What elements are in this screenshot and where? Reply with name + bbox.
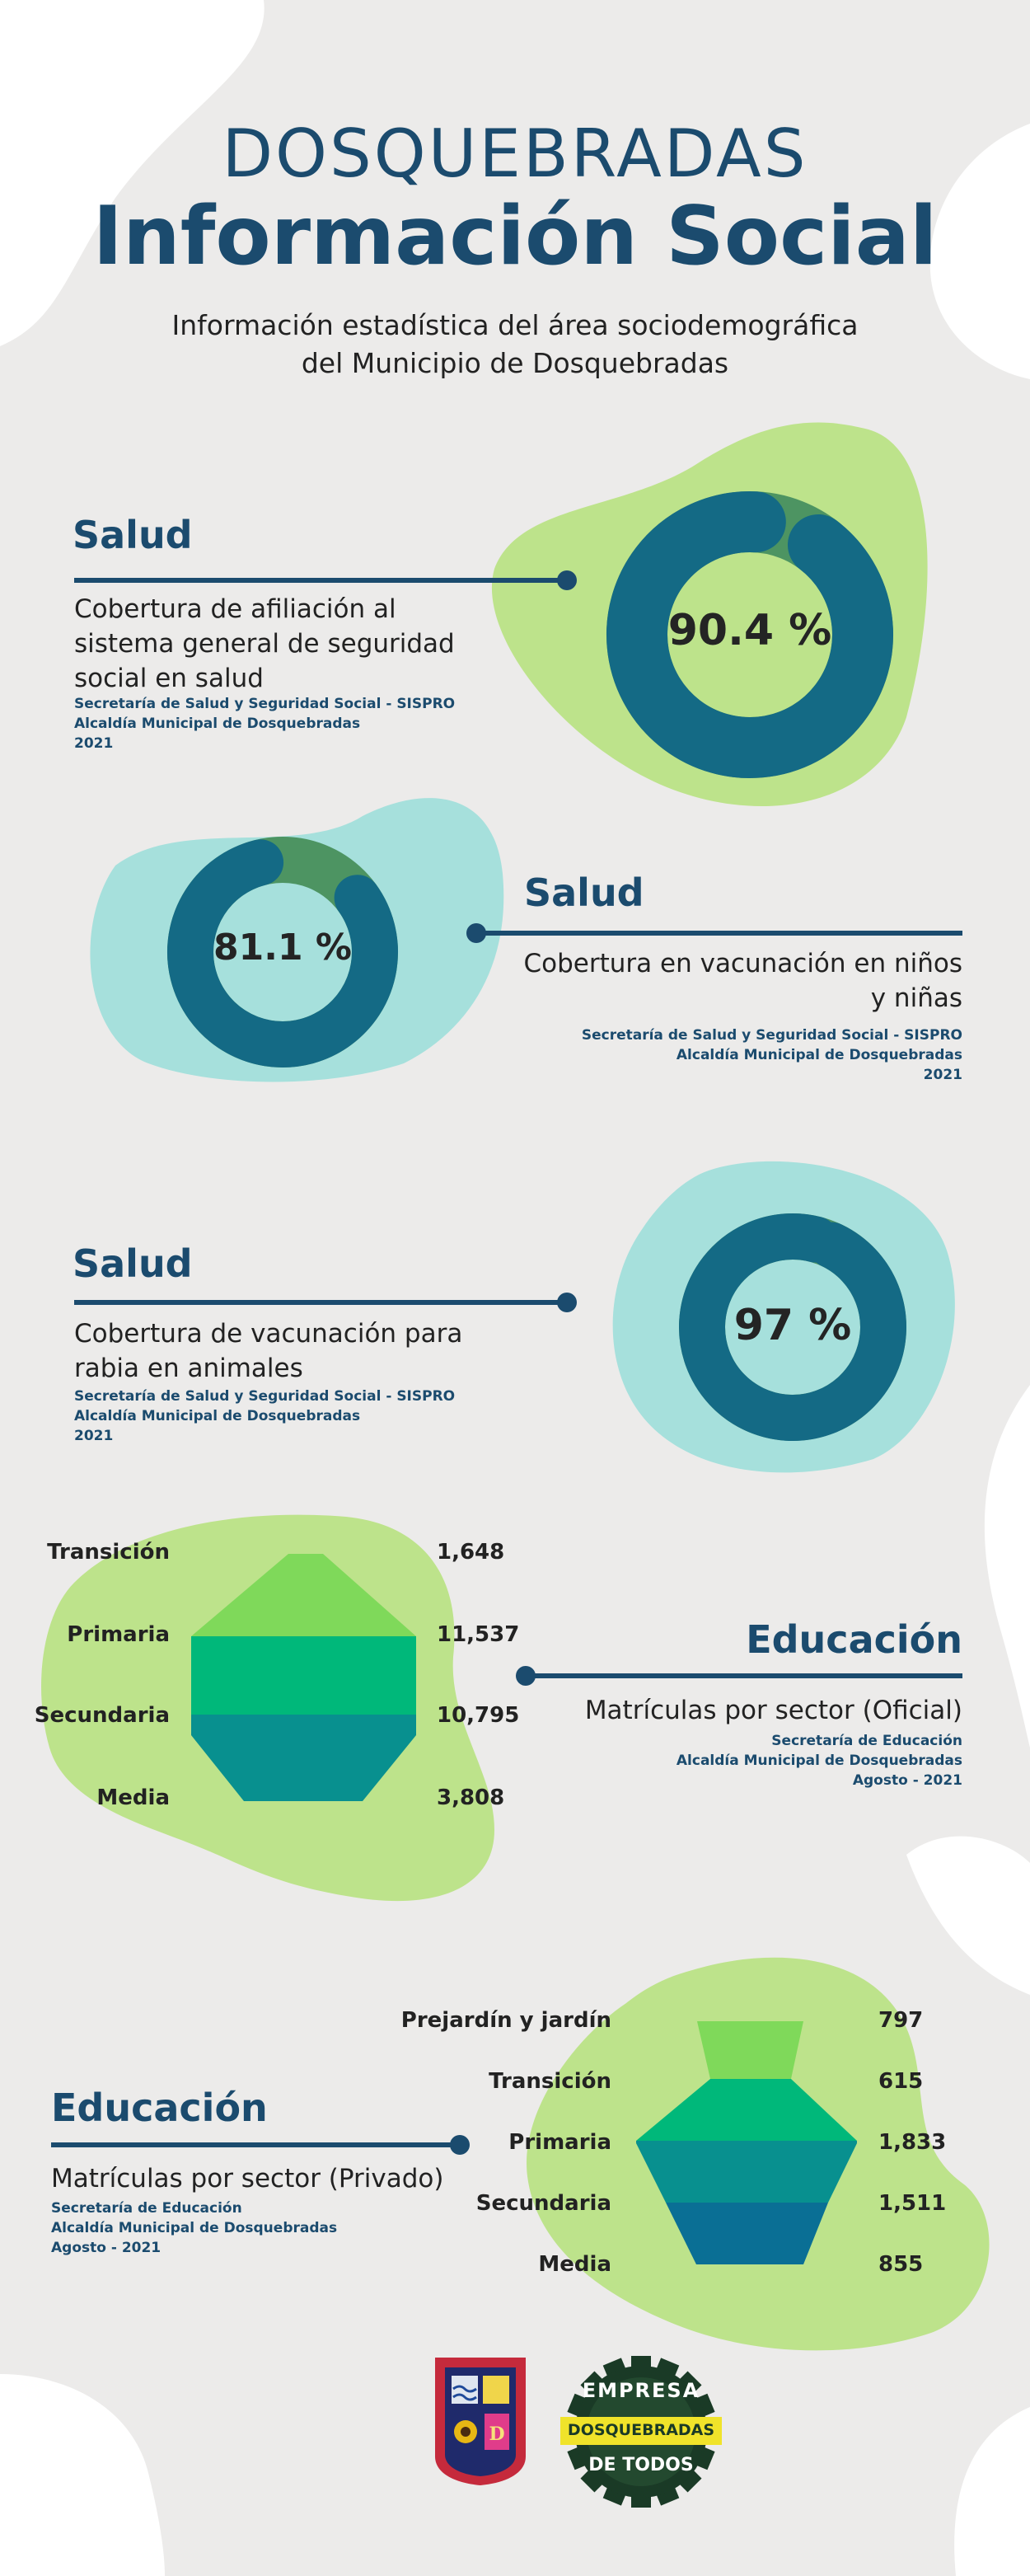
salud-1-desc-line: sistema general de seguridad <box>74 629 455 659</box>
source-line: Agosto - 2021 <box>51 2240 162 2256</box>
pyramid-privado-transicion <box>636 2079 857 2141</box>
connector-dot-edu-privado <box>450 2135 470 2155</box>
svg-text:D: D <box>489 2424 504 2445</box>
edu-oficial-source: Secretaría de Educación Alcaldía Municip… <box>577 1731 962 1790</box>
edu-oficial-row-label: Transición <box>47 1540 170 1565</box>
donut-1-arc <box>606 491 893 778</box>
donut-2-value: 81.1 % <box>213 927 352 969</box>
edu-privado-row-value: 855 <box>878 2252 924 2277</box>
connector-dot-salud-2 <box>466 923 486 943</box>
salud-1-desc-line: Cobertura de afiliación al <box>74 594 396 624</box>
gear-logo-band-text: DOSQUEBRADAS <box>567 2421 715 2439</box>
edu-privado-title: Educación <box>51 2086 268 2130</box>
pyramid-oficial-transicion <box>191 1554 416 1636</box>
edu-privado-row-value: 797 <box>878 2008 924 2033</box>
edu-oficial-description: Matrículas por sector (Oficial) <box>584 1696 962 1725</box>
edu-privado-description: Matrículas por sector (Privado) <box>51 2164 444 2194</box>
page-title-line2: Información Social <box>92 190 938 284</box>
salud-3-desc-line: Cobertura de vacunación para <box>74 1319 463 1349</box>
pyramid-oficial-primaria <box>191 1636 416 1715</box>
bg-white-blob-bottom-right <box>954 2407 1030 2576</box>
salud-2-title: Salud <box>524 870 644 915</box>
pyramid-privado <box>636 2021 857 2264</box>
source-line: Secretaría de Salud y Seguridad Social -… <box>74 696 456 712</box>
donut-3-value: 97 % <box>733 1301 852 1350</box>
pyramid-oficial-secundaria <box>191 1715 416 1801</box>
salud-3-source: Secretaría de Salud y Seguridad Social -… <box>74 1387 455 1446</box>
pyramid-privado-primaria <box>636 2141 857 2203</box>
edu-oficial-row-label: Secundaria <box>34 1703 170 1728</box>
salud-2-source: Secretaría de Salud y Seguridad Social -… <box>494 1025 962 1085</box>
salud-2-desc-line: y niñas <box>870 983 962 1013</box>
edu-privado-row-value: 1,511 <box>878 2191 947 2216</box>
salud-1-title: Salud <box>73 513 193 557</box>
edu-oficial-row-value: 3,808 <box>437 1785 505 1810</box>
source-line: 2021 <box>74 735 114 752</box>
salud-3-description: Cobertura de vacunación para rabia en an… <box>74 1316 536 1386</box>
edu-oficial-title: Educación <box>746 1617 962 1662</box>
source-line: 2021 <box>74 1428 114 1444</box>
edu-privado-source: Secretaría de Educación Alcaldía Municip… <box>51 2198 337 2258</box>
subtitle-line1: Información estadística del área sociode… <box>171 309 859 341</box>
pyramid-privado-secundaria <box>666 2203 828 2264</box>
source-line: Secretaría de Salud y Seguridad Social -… <box>74 1388 456 1405</box>
pyramid-privado-prejardin <box>697 2021 803 2079</box>
edu-oficial-row-label: Media <box>96 1785 170 1810</box>
edu-privado-row-value: 615 <box>878 2069 924 2094</box>
connector-dot-edu-oficial <box>516 1666 536 1686</box>
source-line: Secretaría de Salud y Seguridad Social -… <box>581 1027 962 1044</box>
bg-white-blob-edu-right <box>906 1836 1030 1995</box>
salud-1-description: Cobertura de afiliación al sistema gener… <box>74 592 503 696</box>
edu-privado-row-label: Prejardín y jardín <box>400 2008 611 2033</box>
connector-dot-salud-3 <box>557 1293 577 1312</box>
bg-white-blob-right-mid <box>984 1385 1030 1748</box>
donut-chart-3 <box>679 1213 906 1441</box>
source-line: Alcaldía Municipal de Dosquebradas <box>74 716 361 732</box>
salud-1-source: Secretaría de Salud y Seguridad Social -… <box>74 694 455 753</box>
salud-2-desc-line: Cobertura en vacunación en niños <box>523 949 962 978</box>
source-line: 2021 <box>923 1067 962 1083</box>
dosquebradas-shield-logo: D <box>435 2358 526 2485</box>
donut-2-arc <box>167 837 398 1067</box>
bg-white-blob-top-left <box>0 0 265 346</box>
page-title-line1: DOSQUEBRADAS <box>222 115 808 192</box>
edu-privado-row-label: Transición <box>489 2069 611 2094</box>
source-line: Secretaría de Educación <box>51 2200 242 2217</box>
edu-privado-row-label: Secundaria <box>475 2191 611 2216</box>
edu-oficial-row-label: Primaria <box>67 1622 170 1647</box>
gear-logo-bottom-text: DE TODOS <box>588 2455 694 2475</box>
salud-3-desc-line: rabia en animales <box>74 1354 303 1383</box>
edu-oficial-row-value: 10,795 <box>437 1703 520 1728</box>
page-subtitle: Información estadística del área sociode… <box>124 307 906 382</box>
subtitle-line2: del Municipio de Dosquebradas <box>301 347 729 379</box>
source-line: Alcaldía Municipal de Dosquebradas <box>51 2220 338 2236</box>
pyramid-oficial <box>191 1554 416 1801</box>
source-line: Alcaldía Municipal de Dosquebradas <box>676 1047 962 1063</box>
donut-3-arc <box>679 1213 906 1441</box>
source-line: Secretaría de Educación <box>771 1733 962 1749</box>
donut-1-value: 90.4 % <box>667 606 832 655</box>
source-line: Alcaldía Municipal de Dosquebradas <box>676 1753 962 1769</box>
salud-1-desc-line: social en salud <box>74 664 264 693</box>
edu-oficial-row-value: 1,648 <box>437 1540 505 1565</box>
gear-logo-top-text: EMPRESA <box>582 2379 700 2402</box>
donut-chart-1 <box>606 491 893 778</box>
bg-white-blob-bottom-left <box>0 2374 165 2576</box>
bg-white-blob-right <box>929 124 1030 379</box>
salud-3-title: Salud <box>73 1241 193 1286</box>
empresa-dosquebradas-gear-logo <box>560 2356 722 2508</box>
donut-chart-2 <box>167 837 398 1067</box>
edu-privado-row-label: Primaria <box>508 2130 611 2155</box>
source-line: Alcaldía Municipal de Dosquebradas <box>74 1408 361 1424</box>
source-line: Agosto - 2021 <box>852 1772 962 1789</box>
edu-oficial-row-value: 11,537 <box>437 1622 520 1647</box>
connector-dot-salud-1 <box>557 570 577 590</box>
salud-2-description: Cobertura en vacunación en niños y niñas <box>494 946 962 1016</box>
edu-privado-row-value: 1,833 <box>878 2130 947 2155</box>
edu-privado-row-label: Media <box>538 2252 611 2277</box>
